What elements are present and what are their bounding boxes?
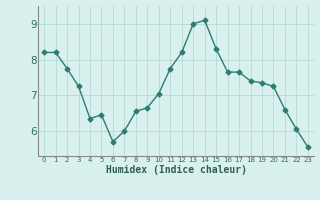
X-axis label: Humidex (Indice chaleur): Humidex (Indice chaleur) xyxy=(106,165,246,175)
